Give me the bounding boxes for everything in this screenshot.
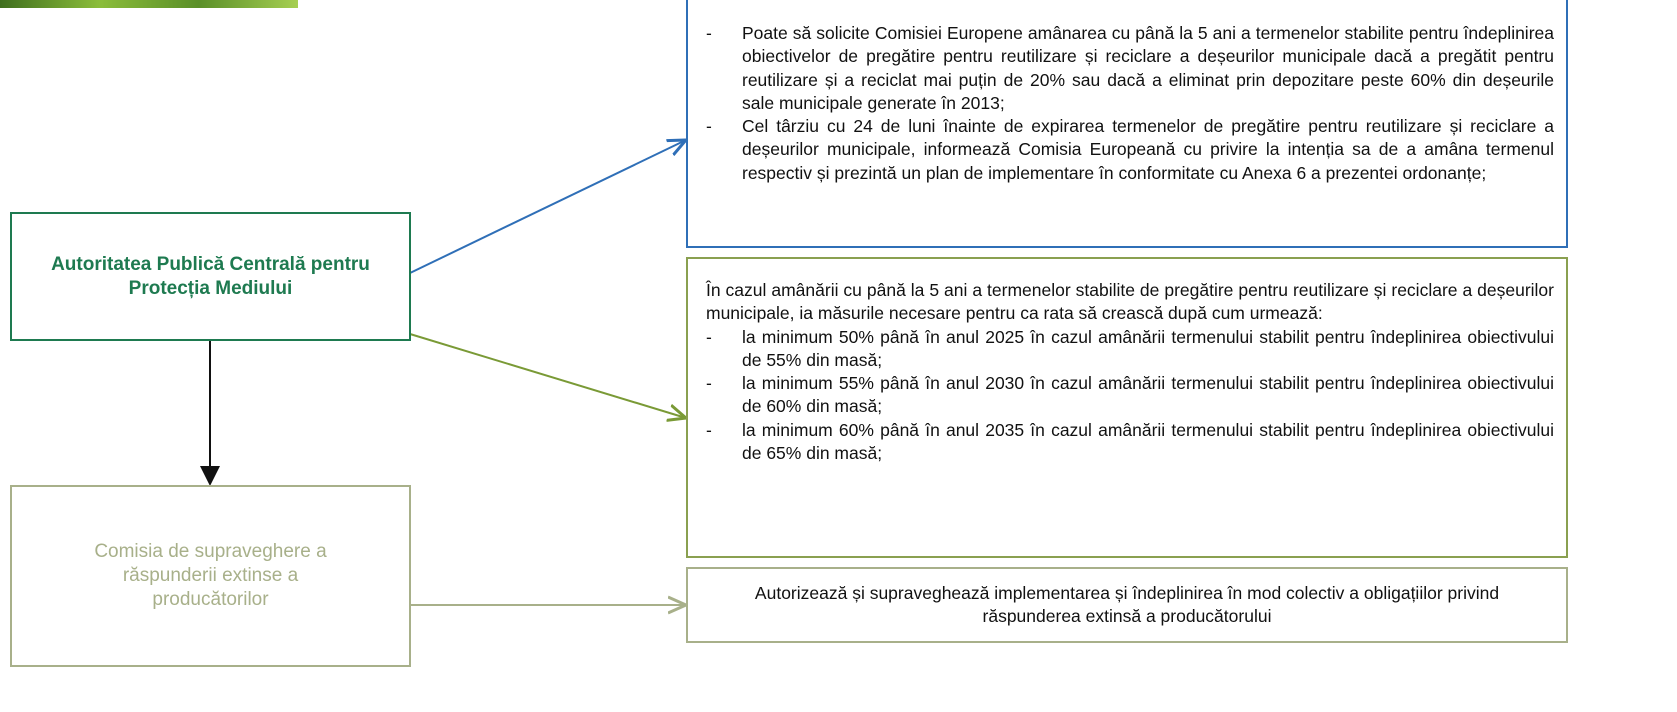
list-item: la minimum 55% până în anul 2030 în cazu… xyxy=(706,372,1554,419)
panel-text: Autorizează și supraveghează implementar… xyxy=(728,582,1526,629)
panel: În cazul amânării cu până la 5 ani a ter… xyxy=(686,257,1568,558)
authority-node: Autoritatea Publică Centrală pentru Prot… xyxy=(10,212,411,341)
list-item: la minimum 50% până în anul 2025 în cazu… xyxy=(706,326,1554,373)
list-item: Poate să solicite Comisiei Europene amân… xyxy=(706,22,1554,115)
page: Autoritatea Publică Centrală pentru Prot… xyxy=(0,0,1677,712)
list-item: la minimum 60% până în anul 2035 în cazu… xyxy=(706,419,1554,466)
panel-intro: În cazul amânării cu până la 5 ani a ter… xyxy=(706,279,1554,326)
node-label: Autoritatea Publică Centrală pentru Prot… xyxy=(32,253,389,301)
arrow xyxy=(410,140,686,273)
list-item: Cel târziu cu 24 de luni înainte de expi… xyxy=(706,115,1554,185)
commission-node: Comisia de supraveghere a răspunderii ex… xyxy=(10,485,411,667)
arrow xyxy=(410,334,686,418)
panel: Poate să solicite Comisiei Europene amân… xyxy=(686,0,1568,248)
node-label: Comisia de supraveghere a răspunderii ex… xyxy=(72,540,349,612)
panel: Autorizează și supraveghează implementar… xyxy=(686,567,1568,643)
